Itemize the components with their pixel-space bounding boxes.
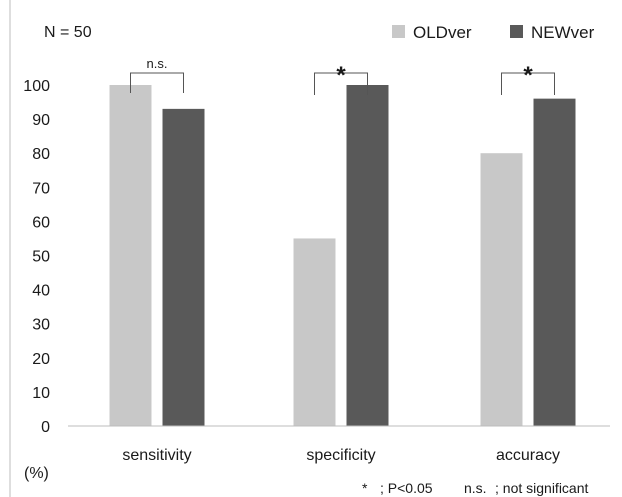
bracket-specificity [314, 72, 368, 95]
significance-label-accuracy: * [523, 62, 533, 89]
bar-oldver-sensitivity [109, 85, 152, 426]
legend-label-oldver: OLDver [413, 23, 472, 42]
footnote-star-meaning: ; P<0.05 [380, 480, 433, 496]
legend-swatch-newver [510, 25, 523, 38]
x-tick-label-sensitivity: sensitivity [122, 447, 191, 464]
y-tick-label-50: 50 [32, 249, 50, 266]
significance-label-specificity: * [336, 62, 346, 89]
bracket-accuracy [501, 72, 555, 95]
y-tick-label-0: 0 [41, 419, 50, 436]
x-tick-label-accuracy: accuracy [496, 447, 560, 464]
legend: OLDver NEWver [392, 23, 595, 42]
y-tick-label-100: 100 [23, 78, 50, 95]
significance-label-sensitivity: n.s. [147, 56, 168, 71]
bars [109, 85, 576, 427]
y-tick-label-60: 60 [32, 214, 50, 231]
footnote: * ; P<0.05 n.s. ; not significant [362, 480, 588, 496]
y-tick-label-90: 90 [32, 112, 50, 129]
y-tick-label-70: 70 [32, 180, 50, 197]
footnote-ns-symbol: n.s. [464, 480, 487, 496]
y-tick-label-10: 10 [32, 385, 50, 402]
bar-newver-accuracy [533, 98, 576, 426]
y-tick-label-80: 80 [32, 146, 50, 163]
bar-newver-sensitivity [162, 108, 205, 427]
y-tick-label-20: 20 [32, 351, 50, 368]
legend-swatch-oldver [392, 25, 405, 38]
bar-newver-specificity [346, 85, 389, 426]
unit-label: (%) [24, 465, 49, 482]
bracket-sensitivity [130, 72, 184, 93]
y-tick-label-40: 40 [32, 283, 50, 300]
footnote-star-symbol: * [362, 480, 368, 496]
sample-size-label: N = 50 [44, 24, 92, 41]
legend-label-newver: NEWver [531, 23, 595, 42]
y-axis: 0 10 20 30 40 50 60 70 80 90 100 [23, 78, 50, 436]
x-tick-label-specificity: specificity [306, 447, 375, 464]
footnote-ns-meaning: ; not significant [495, 480, 588, 496]
y-tick-label-30: 30 [32, 317, 50, 334]
bar-oldver-accuracy [480, 153, 523, 426]
x-axis: sensitivity specificity accuracy [122, 447, 560, 464]
bar-oldver-specificity [293, 238, 336, 426]
significance-brackets: n.s. * * [130, 56, 555, 95]
